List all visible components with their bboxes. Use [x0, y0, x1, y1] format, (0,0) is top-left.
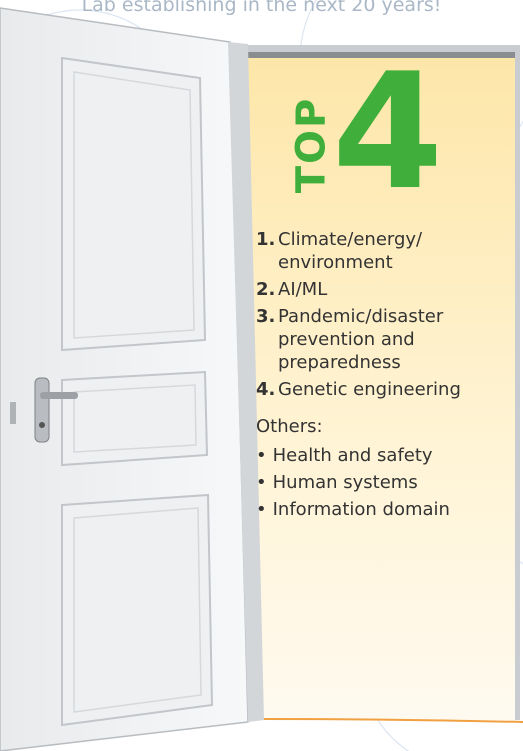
- item-label: Climate/energy/ environment: [278, 228, 518, 274]
- badge-number: 4: [332, 52, 443, 212]
- others-title: Others:: [256, 415, 518, 438]
- item-number: 1.: [256, 228, 278, 274]
- top-item: 4.Genetic engineering: [256, 378, 518, 401]
- other-item: Information domain: [256, 498, 518, 521]
- item-number: 2.: [256, 278, 278, 301]
- item-number: 4.: [256, 378, 278, 401]
- item-label: AI/ML: [278, 278, 327, 301]
- other-item: Human systems: [256, 471, 518, 494]
- item-label: Genetic engineering: [278, 378, 461, 401]
- top-item: 3.Pandemic/disaster prevention and prepa…: [256, 305, 518, 374]
- other-item: Health and safety: [256, 444, 518, 467]
- infographic: Lab establishing in the next 20 years! T…: [0, 0, 523, 751]
- item-number: 3.: [256, 305, 278, 374]
- badge-top: TOP: [288, 97, 334, 194]
- top-item: 1.Climate/energy/ environment: [256, 228, 518, 274]
- header-text: Lab establishing in the next 20 years!: [0, 0, 523, 16]
- item-label: Pandemic/disaster prevention and prepare…: [278, 305, 518, 374]
- top-item: 2.AI/ML: [256, 278, 518, 301]
